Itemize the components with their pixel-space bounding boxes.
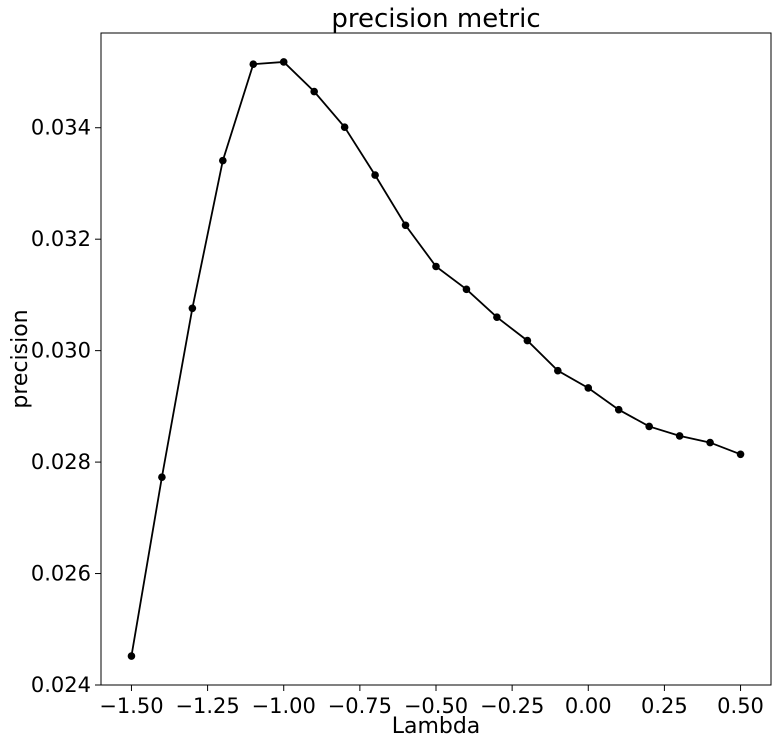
data-point xyxy=(249,60,258,69)
y-tick-label: 0.026 xyxy=(31,562,91,586)
y-tick-label: 0.032 xyxy=(31,227,91,251)
data-point xyxy=(188,304,197,313)
x-tick-label: 0.00 xyxy=(565,694,612,718)
data-point xyxy=(584,384,593,392)
data-point xyxy=(523,336,532,345)
y-tick-label: 0.030 xyxy=(31,339,91,363)
x-tick-label: −0.75 xyxy=(328,694,392,718)
series-layer xyxy=(127,58,745,660)
data-point xyxy=(614,405,623,414)
series-line xyxy=(130,61,741,657)
data-point xyxy=(675,432,684,440)
x-tick-label: −1.25 xyxy=(175,694,239,718)
data-point xyxy=(127,652,136,660)
y-tick-label: 0.034 xyxy=(31,116,91,140)
y-axis-label: precision xyxy=(8,309,33,408)
y-axis: 0.024 0.026 0.028 0.030 0.032 0.034 xyxy=(31,116,101,697)
data-point xyxy=(340,123,349,131)
data-point xyxy=(493,313,501,322)
data-point xyxy=(158,473,166,481)
y-tick-label: 0.028 xyxy=(31,450,91,474)
x-axis: −1.50 −1.25 −1.00 −0.75 −0.50 −0.25 0.00 0.25 0.… xyxy=(99,685,764,718)
y-tick-label: 0.024 xyxy=(31,673,91,697)
x-axis-label: Lambda xyxy=(392,714,481,739)
x-tick-label: 0.50 xyxy=(717,694,764,718)
x-tick-label: −0.25 xyxy=(480,694,544,718)
data-point xyxy=(401,221,410,230)
data-point xyxy=(736,450,745,459)
plot-frame xyxy=(100,32,772,686)
data-point xyxy=(462,285,471,294)
x-tick-label: −0.50 xyxy=(404,694,468,718)
data-point xyxy=(432,262,440,271)
data-point xyxy=(645,422,653,431)
data-point xyxy=(219,156,227,165)
x-tick-label: 0.25 xyxy=(641,694,688,718)
data-point xyxy=(554,366,562,375)
data-point xyxy=(279,58,288,66)
x-tick-label: −1.50 xyxy=(99,694,163,718)
data-point xyxy=(310,87,318,96)
data-point xyxy=(371,171,379,179)
chart-title: precision metric xyxy=(331,4,540,34)
data-point xyxy=(706,438,714,447)
x-tick-label: −1.00 xyxy=(252,694,316,718)
